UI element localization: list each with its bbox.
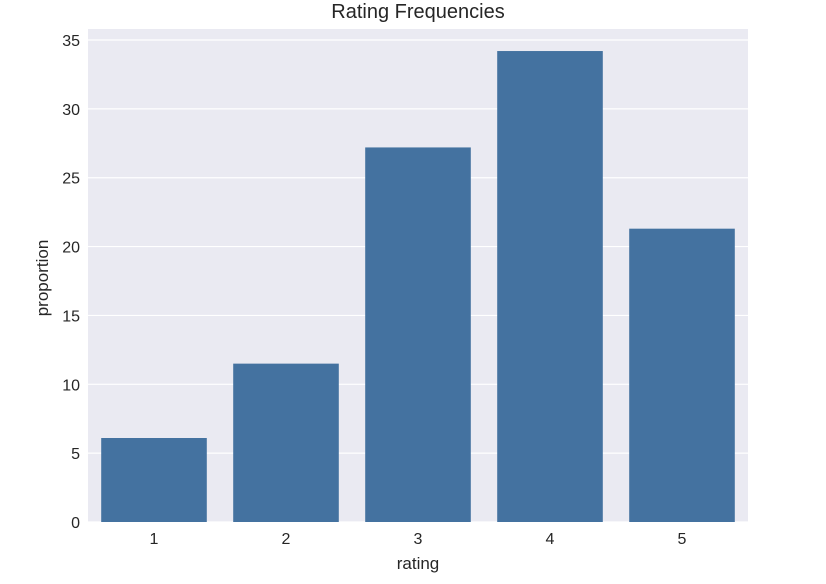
y-tick-label: 20 [62, 240, 80, 257]
x-tick-label: 2 [282, 531, 291, 548]
x-tick-label: 1 [150, 531, 159, 548]
bar-5 [629, 228, 735, 522]
x-axis-ticks: 1 2 3 4 5 [150, 531, 687, 548]
y-axis-label: proportion [33, 240, 52, 317]
x-tick-label: 3 [414, 531, 423, 548]
bar-2 [233, 363, 339, 522]
y-tick-label: 10 [62, 377, 80, 394]
bar-1 [101, 437, 207, 522]
y-tick-label: 35 [62, 33, 80, 50]
y-tick-label: 30 [62, 102, 80, 119]
y-tick-label: 5 [71, 446, 80, 463]
chart-title: Rating Frequencies [331, 1, 504, 23]
x-tick-label: 5 [678, 531, 687, 548]
x-axis-label: rating [397, 554, 440, 573]
bar-4 [497, 51, 603, 523]
bar-3 [365, 147, 471, 522]
x-tick-label: 4 [546, 531, 555, 548]
bars [101, 51, 735, 523]
y-tick-label: 0 [71, 515, 80, 532]
y-axis-ticks: 0 5 10 15 20 25 30 35 [62, 33, 80, 532]
y-tick-label: 15 [62, 308, 80, 325]
y-tick-label: 25 [62, 171, 80, 188]
